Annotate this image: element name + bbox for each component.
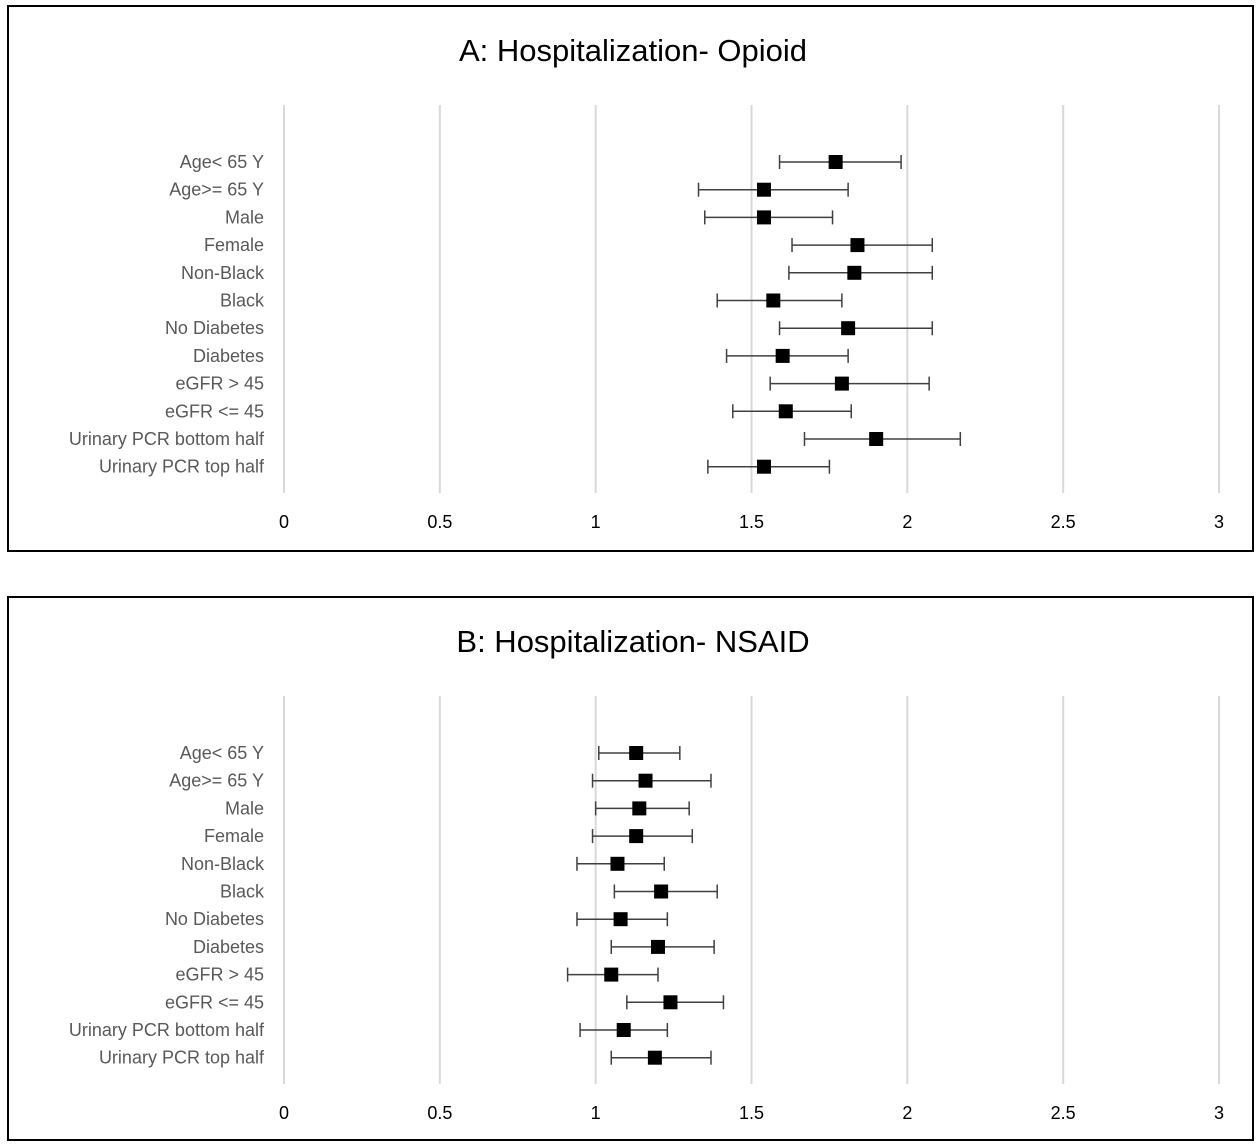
x-tick-label: 1.5 — [739, 512, 764, 532]
point-estimate-marker — [663, 995, 678, 1010]
point-estimate-marker — [850, 238, 865, 253]
x-tick-label: 0.5 — [427, 1103, 452, 1123]
point-estimate-marker — [847, 265, 862, 280]
x-tick-label: 1.5 — [739, 1103, 764, 1123]
point-estimate-marker — [775, 348, 790, 363]
category-label: Non-Black — [181, 854, 265, 874]
chart-title: A: Hospitalization- Opioid — [459, 33, 807, 68]
category-label: eGFR <= 45 — [165, 401, 264, 421]
x-tick-label: 2.5 — [1051, 1103, 1076, 1123]
forest-plot-b: B: Hospitalization- NSAID 0 0.5 1 1.5 2 2.5 3 A… — [69, 624, 1224, 1123]
point-estimate-marker — [766, 293, 781, 308]
chart-title: B: Hospitalization- NSAID — [456, 624, 809, 659]
x-tick-label: 2 — [902, 1103, 912, 1123]
category-label: Urinary PCR bottom half — [69, 429, 265, 449]
chart-panel-a: A: Hospitalization- Opioid 0 0.5 1 1.5 2 2.5 3… — [7, 5, 1254, 552]
point-estimate-marker — [610, 856, 625, 871]
x-tick-label: 0 — [279, 512, 289, 532]
point-estimate-marker — [604, 967, 619, 982]
category-label: Urinary PCR top half — [99, 457, 265, 477]
point-estimate-marker — [756, 182, 771, 197]
point-estimate-marker — [841, 321, 856, 336]
category-label: Female — [204, 826, 264, 846]
category-label: Black — [220, 291, 265, 311]
chart-panel-b: B: Hospitalization- NSAID 0 0.5 1 1.5 2 2.5 3 A… — [7, 596, 1254, 1141]
point-estimate-marker — [629, 746, 644, 760]
category-label: Diabetes — [193, 937, 264, 957]
category-label: Age>= 65 Y — [169, 180, 264, 200]
category-label: No Diabetes — [165, 909, 264, 929]
point-estimate-marker — [638, 773, 653, 788]
x-tick-label: 0.5 — [427, 512, 452, 532]
point-estimate-marker — [834, 376, 849, 391]
x-tick-label: 3 — [1214, 1103, 1224, 1123]
x-tick-label: 2.5 — [1051, 512, 1076, 532]
point-estimate-marker — [651, 939, 665, 954]
point-estimate-marker — [616, 1023, 631, 1037]
category-label: Diabetes — [193, 346, 264, 366]
category-label: Female — [204, 235, 264, 255]
x-tick-label: 2 — [902, 512, 912, 532]
category-label: Age>= 65 Y — [169, 771, 264, 791]
category-label: Age< 65 Y — [180, 152, 264, 172]
x-tick-label: 0 — [279, 1103, 289, 1123]
point-estimate-marker — [632, 801, 647, 816]
category-label: Black — [220, 882, 265, 902]
category-label: Urinary PCR bottom half — [69, 1020, 265, 1040]
category-label: Non-Black — [181, 263, 265, 283]
forest-plot-a: A: Hospitalization- Opioid 0 0.5 1 1.5 2 2.5 3… — [69, 33, 1224, 532]
point-estimate-marker — [756, 210, 771, 225]
point-estimate-marker — [654, 884, 669, 899]
x-tick-label: 1 — [591, 1103, 601, 1123]
category-label: Male — [225, 207, 264, 227]
category-label: No Diabetes — [165, 318, 264, 338]
x-tick-label: 1 — [591, 512, 601, 532]
x-tick-label: 3 — [1214, 512, 1224, 532]
category-label: Age< 65 Y — [180, 743, 264, 763]
point-estimate-marker — [869, 432, 884, 446]
point-estimate-marker — [629, 829, 644, 844]
category-label: Male — [225, 798, 264, 818]
point-estimate-marker — [756, 459, 771, 474]
point-estimate-marker — [828, 155, 843, 169]
category-label: eGFR > 45 — [175, 374, 264, 394]
point-estimate-marker — [778, 404, 793, 419]
category-label: eGFR > 45 — [175, 965, 264, 985]
category-label: eGFR <= 45 — [165, 992, 264, 1012]
point-estimate-marker — [613, 912, 628, 927]
point-estimate-marker — [647, 1050, 662, 1065]
category-label: Urinary PCR top half — [99, 1048, 265, 1068]
